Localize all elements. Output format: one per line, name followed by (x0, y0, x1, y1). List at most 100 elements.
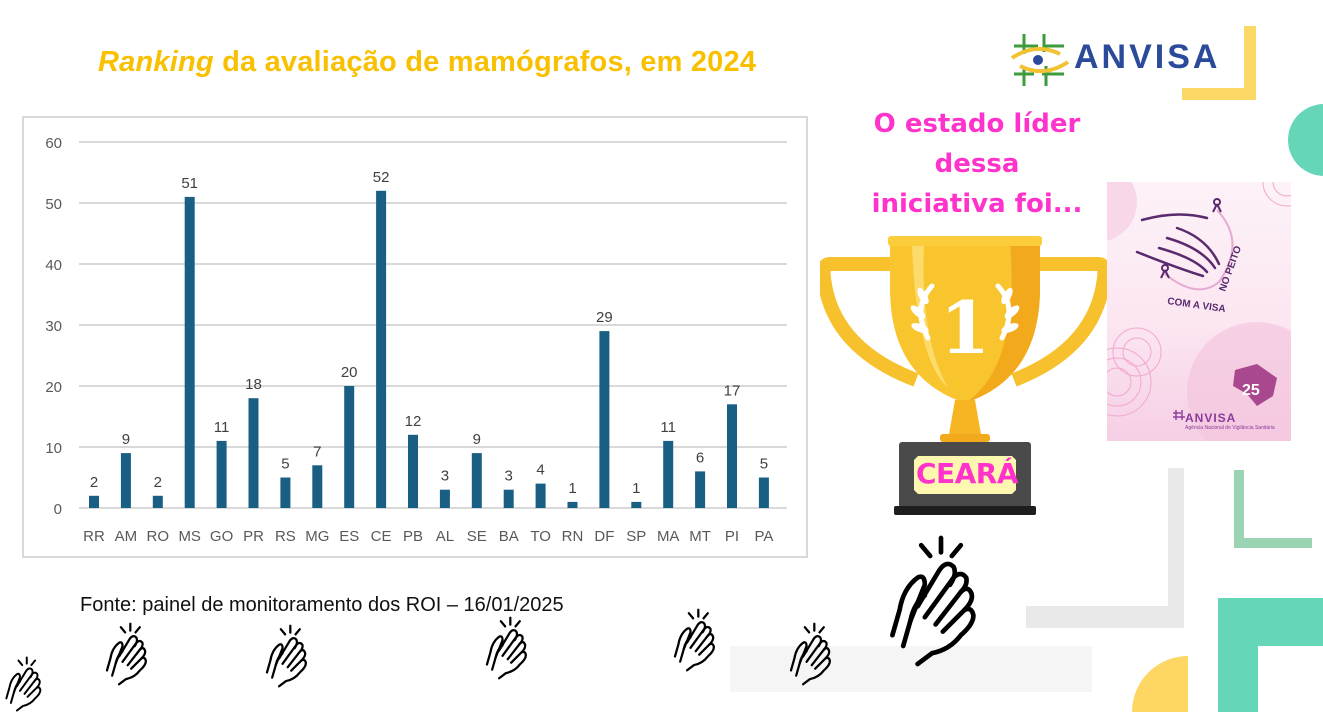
campaign-card: COM A VISA NO PEITO 25 ANVISA Agência Na… (1107, 182, 1291, 441)
x-tick-label: AM (115, 528, 137, 545)
decor-yellow-bracket (1244, 26, 1256, 100)
bar-MS (184, 196, 195, 508)
bar-DF (599, 331, 610, 508)
campaign-slogan: COM A VISA (1167, 296, 1227, 315)
decor-teal-block-cutout (1258, 646, 1323, 712)
data-label: 1 (568, 480, 576, 497)
y-tick-label: 60 (45, 135, 62, 152)
data-label: 3 (505, 468, 513, 485)
leader-line: O estado líder (873, 109, 1081, 139)
bar-RO (152, 495, 163, 508)
x-tick-label: RN (562, 528, 584, 545)
data-label: 5 (760, 456, 768, 473)
decor-yellow-bracket (1182, 88, 1256, 100)
clapping-hands-icon (5, 656, 42, 712)
bar-SP (631, 501, 642, 508)
data-label: 3 (441, 468, 449, 485)
bar-PI (727, 404, 737, 508)
x-tick-label: MT (689, 528, 711, 545)
leader-line: iniciativa foi... (871, 189, 1083, 219)
leader-line: dessa (934, 149, 1020, 179)
x-tick-label: SP (626, 528, 646, 545)
data-label: 11 (660, 419, 676, 436)
clapping-hands-icon (105, 622, 148, 686)
data-label: 5 (281, 456, 289, 473)
x-tick-label: GO (210, 528, 233, 545)
bar-chart: 0 10 20 30 40 50 60 2 RR 9 AM 2 RO 51 MS 11 GO 18 PR 5 RS 7 MG… (22, 116, 808, 558)
clapping-hands-icon (265, 624, 308, 688)
clapping-hands-icon-large (878, 534, 986, 668)
bar-AM (120, 453, 131, 508)
bar-RR (89, 495, 99, 508)
x-tick-label: MG (305, 528, 329, 545)
bar-PA (758, 477, 769, 508)
data-label: 1 (632, 480, 640, 497)
x-tick-label: DF (594, 528, 614, 545)
decor-green-bracket (1234, 538, 1312, 548)
x-tick-label: RS (275, 528, 296, 545)
data-label: 20 (341, 364, 358, 381)
x-tick-label: MA (657, 528, 680, 545)
x-tick-label: MS (178, 528, 201, 545)
decor-green-bracket (1234, 470, 1244, 548)
slide-title: Ranking da avaliação de mamógrafos, em 2… (98, 46, 756, 79)
card-agency-name: Agência Nacional de Vigilância Sanitária (1185, 425, 1275, 431)
data-label: 4 (536, 462, 544, 479)
y-tick-label: 40 (45, 257, 62, 274)
x-tick-label: PA (754, 528, 773, 545)
data-label: 51 (181, 175, 198, 192)
decor-teal-circle (1288, 104, 1323, 176)
anniversary-badge: 25 (1242, 382, 1260, 399)
data-label: 9 (122, 431, 130, 448)
x-tick-label: AL (436, 528, 454, 545)
data-label: 17 (724, 382, 741, 399)
title-rest: da avaliação de mamógrafos, em 2024 (213, 46, 757, 78)
bar-RN (567, 501, 578, 508)
x-tick-label: TO (530, 528, 551, 545)
data-label: 29 (596, 309, 613, 326)
y-tick-label: 10 (45, 440, 62, 457)
leader-announcement: O estado líder dessa iniciativa foi... (862, 104, 1092, 224)
x-tick-label: SE (467, 528, 487, 545)
bar-TO (535, 483, 546, 508)
bar-MT (695, 471, 706, 508)
x-tick-label: BA (499, 528, 519, 545)
data-label: 9 (473, 431, 481, 448)
bar-MG (312, 465, 323, 508)
decor-grey-bracket (1026, 606, 1184, 628)
title-italic: Ranking (98, 46, 214, 78)
bar-CE (376, 190, 387, 509)
data-label: 6 (696, 449, 704, 466)
clapping-hands-icon (673, 608, 716, 672)
card-anvisa-wordmark: ANVISA (1185, 411, 1237, 425)
data-label: 2 (154, 474, 162, 491)
x-tick-label: PB (403, 528, 423, 545)
x-tick-label: PI (725, 528, 739, 545)
data-label: 12 (405, 413, 422, 430)
bar-BA (503, 489, 514, 508)
svg-text:NO PEITO: NO PEITO (1217, 244, 1244, 293)
data-label: 7 (313, 443, 321, 460)
x-tick-label: CE (371, 528, 392, 545)
trophy-plaque-label: CEARÁ (915, 457, 1019, 490)
x-tick-label: PR (243, 528, 264, 545)
data-label: 18 (245, 376, 262, 393)
bar-PB (408, 434, 418, 508)
decor-grey-bracket (1168, 468, 1184, 628)
y-tick-label: 50 (45, 196, 62, 213)
bar-AL (439, 489, 450, 508)
y-tick-label: 30 (45, 318, 62, 335)
trophy-icon: 1 (816, 236, 1112, 515)
clapping-hands-icon (485, 616, 528, 680)
data-label: 11 (214, 419, 230, 436)
bar-ES (344, 386, 355, 508)
bar-SE (471, 453, 482, 508)
bar-PR (248, 398, 259, 508)
source-caption: Fonte: painel de monitoramento dos ROI –… (80, 594, 564, 616)
data-label: 52 (373, 169, 390, 186)
anvisa-logo: ANVISA (1010, 28, 1260, 100)
bar-RS (280, 477, 291, 508)
y-tick-label: 20 (45, 379, 62, 396)
x-tick-label: RO (147, 528, 170, 545)
y-tick-label: 0 (54, 501, 62, 518)
